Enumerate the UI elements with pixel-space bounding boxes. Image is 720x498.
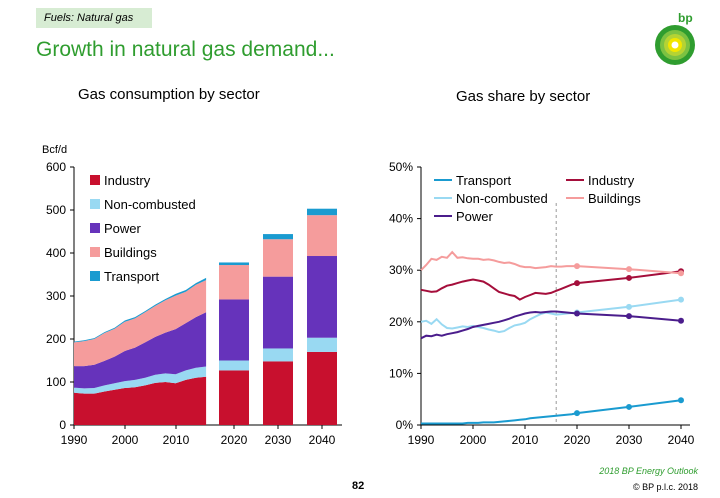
left-x-tick-label: 2010: [163, 433, 190, 447]
legend-label-transport: Transport: [104, 269, 160, 284]
area-industry: [74, 376, 207, 425]
bar-2020-power: [219, 299, 249, 361]
point-industry_line-2020: [574, 280, 580, 287]
right-x-tick-label: 2030: [616, 433, 643, 447]
line-history-industry_line: [420, 278, 578, 301]
point-buildings-2030: [626, 266, 632, 273]
legend-label-transport: Transport: [456, 173, 512, 188]
left-y-tick-label: 400: [46, 246, 66, 260]
bp-logo: bp: [655, 11, 695, 65]
bar-2040-industry: [307, 351, 337, 425]
bar-2040-buildings: [307, 215, 337, 257]
legend-label-buildings: Buildings: [104, 245, 157, 260]
point-transport-2040: [678, 397, 684, 404]
point-transport-2030: [626, 403, 632, 410]
right-x-tick-label: 2040: [668, 433, 695, 447]
point-power_line-2040: [678, 317, 684, 324]
bar-2030-industry: [263, 361, 293, 425]
bar-2020-buildings: [219, 265, 249, 300]
left-y-tick-label: 300: [46, 289, 66, 303]
page-number: 82: [352, 480, 365, 492]
legend-swatch-power: [90, 223, 100, 233]
left-x-tick-label: 2000: [112, 433, 139, 447]
left-y-tick-label: 600: [46, 160, 66, 174]
right-y-tick-label: 0%: [396, 418, 414, 432]
page-title: Growth in natural gas demand...: [36, 38, 335, 61]
left-chart-title: Gas consumption by sector: [78, 86, 260, 103]
left-y-tick-label: 200: [46, 332, 66, 346]
left-y-tick-label: 0: [59, 418, 66, 432]
section-tag: Fuels: Natural gas: [36, 8, 152, 28]
left-x-tick-label: 2030: [265, 433, 292, 447]
area-noncombusted: [74, 366, 207, 394]
legend-label-noncombusted: Non-combusted: [456, 191, 548, 206]
right-x-tick-label: 2000: [460, 433, 487, 447]
left-x-tick-label: 2040: [309, 433, 336, 447]
legend-swatch-transport: [90, 271, 100, 281]
legend-swatch-buildings: [90, 247, 100, 257]
legend-label-noncombusted: Non-combusted: [104, 197, 196, 212]
bar-2020-transport: [219, 262, 249, 266]
point-buildings-2040: [678, 270, 684, 277]
bar-2030-noncombusted: [263, 348, 293, 362]
left-x-tick-label: 1990: [61, 433, 88, 447]
footer-copyright: © BP p.l.c. 2018: [632, 482, 698, 492]
line-history-power_line: [420, 310, 578, 340]
bar-2040-power: [307, 256, 337, 338]
line-history-transport: [421, 412, 578, 425]
point-noncombusted-2040: [678, 296, 684, 303]
point-power_line-2030: [626, 313, 632, 320]
point-power_line-2020: [574, 310, 580, 317]
point-buildings-2020: [574, 263, 580, 270]
left-y-tick-label: 500: [46, 203, 66, 217]
point-noncombusted-2030: [626, 303, 632, 310]
legend-label-industry_line: Industry: [588, 173, 635, 188]
right-chart-title: Gas share by sector: [456, 88, 591, 105]
right-y-tick-label: 10%: [389, 366, 413, 380]
line-history-noncombusted: [420, 311, 578, 334]
logo-text: bp: [678, 11, 693, 25]
legend-label-buildings: Buildings: [588, 191, 641, 206]
right-y-tick-label: 50%: [389, 160, 413, 174]
right-x-tick-label: 2010: [512, 433, 539, 447]
legend-label-power_line: Power: [456, 209, 494, 224]
legend-label-power: Power: [104, 221, 142, 236]
right-y-tick-label: 40%: [389, 212, 413, 226]
bar-2020-industry: [219, 370, 249, 425]
legend-label-industry: Industry: [104, 173, 151, 188]
legend-swatch-noncombusted: [90, 199, 100, 209]
bar-2040-transport: [307, 208, 337, 216]
right-y-tick-label: 30%: [389, 263, 413, 277]
right-x-tick-label: 2020: [564, 433, 591, 447]
point-transport-2020: [574, 410, 580, 417]
area-buildings: [74, 280, 207, 367]
left-x-tick-label: 2020: [221, 433, 248, 447]
left-y-tick-label: 100: [46, 375, 66, 389]
bar-2040-noncombusted: [307, 337, 337, 352]
legend-swatch-industry: [90, 175, 100, 185]
point-industry_line-2030: [626, 274, 632, 281]
bar-2030-buildings: [263, 239, 293, 277]
right-x-tick-label: 1990: [408, 433, 435, 447]
footer-outlook: 2018 BP Energy Outlook: [599, 466, 698, 476]
line-history-buildings: [420, 250, 577, 271]
area-power: [74, 312, 207, 389]
bar-2030-transport: [263, 234, 293, 240]
bar-2020-noncombusted: [219, 360, 249, 371]
bar-2030-power: [263, 276, 293, 349]
right-y-tick-label: 20%: [389, 315, 413, 329]
left-chart-ylabel: Bcf/d: [42, 144, 68, 156]
